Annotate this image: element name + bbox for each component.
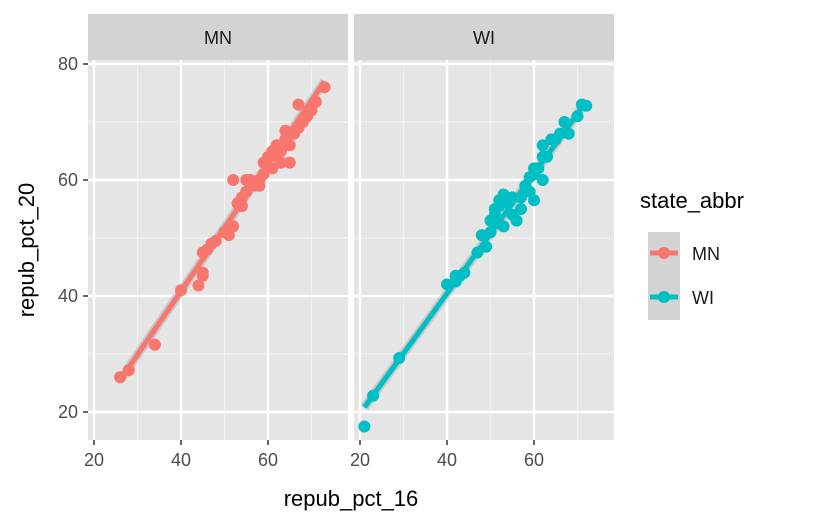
data-point (358, 420, 371, 433)
data-point (283, 139, 296, 152)
data-point (506, 191, 519, 204)
legend-label: MN (692, 244, 720, 264)
legend-key-point (658, 291, 670, 303)
legend: MN WI (648, 232, 720, 320)
facet-panel-wi: WI 20 40 60 (350, 14, 614, 470)
data-point (318, 81, 331, 94)
data-point (393, 352, 406, 365)
x-tick-label: 20 (350, 450, 370, 470)
data-point (514, 191, 527, 204)
data-point (240, 185, 253, 198)
data-point (148, 338, 161, 351)
legend-label: WI (692, 288, 714, 308)
facet-panel-mn: MN 20 40 60 (84, 14, 348, 470)
data-point (175, 284, 187, 297)
y-tick-label: 20 (58, 402, 78, 422)
x-axis-label: repub_pct_16 (284, 486, 419, 511)
data-point (257, 168, 270, 181)
data-point (227, 174, 240, 186)
data-point (275, 156, 288, 169)
data-point (532, 162, 545, 175)
x-tick-label: 40 (171, 450, 191, 470)
data-point (480, 240, 493, 253)
data-point (562, 127, 575, 140)
y-tick-label: 60 (58, 170, 78, 190)
y-axis-label: repub_pct_20 (14, 183, 39, 318)
facet-strip-label: WI (473, 28, 495, 48)
data-point (122, 364, 135, 377)
facet-strip (88, 14, 348, 60)
data-point (536, 139, 549, 152)
y-tick-label: 40 (58, 286, 78, 306)
data-point (554, 127, 567, 140)
facet-strip-label: MN (204, 28, 232, 48)
x-tick-label: 20 (84, 450, 104, 470)
data-point (541, 150, 554, 163)
data-point (514, 203, 527, 215)
data-point (528, 194, 540, 207)
data-point (510, 214, 523, 227)
data-point (367, 389, 380, 402)
data-point (114, 371, 127, 384)
data-point (192, 279, 205, 292)
x-tick-label: 40 (437, 450, 457, 470)
data-point (309, 95, 322, 108)
legend-keys-background (648, 232, 680, 320)
data-point (227, 220, 240, 233)
data-point (209, 234, 222, 247)
data-point (292, 98, 305, 111)
data-point (283, 156, 296, 169)
data-point (253, 179, 266, 192)
data-point (235, 200, 248, 213)
data-point (536, 174, 549, 186)
data-point (558, 116, 571, 128)
data-point (571, 110, 584, 123)
y-tick-label: 80 (58, 54, 78, 74)
data-point (471, 246, 484, 259)
data-point (275, 145, 288, 157)
legend-title: state_abbr (640, 188, 744, 213)
data-point (266, 162, 279, 175)
x-tick-label: 60 (258, 450, 278, 470)
data-point (497, 220, 510, 233)
data-point (196, 266, 209, 279)
data-point (458, 266, 471, 279)
facet-strip (354, 14, 614, 60)
legend-key-point (658, 247, 670, 259)
x-tick-label: 60 (524, 450, 544, 470)
data-point (580, 99, 593, 112)
